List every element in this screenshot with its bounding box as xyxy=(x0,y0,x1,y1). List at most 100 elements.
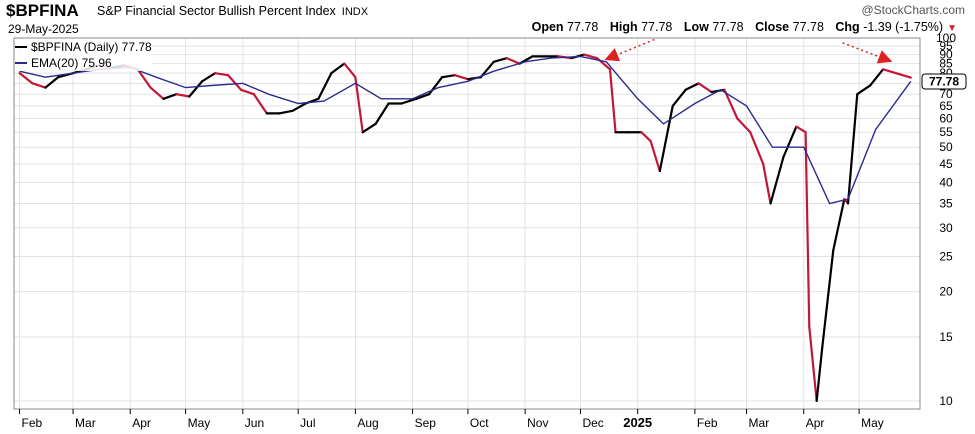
price-segment xyxy=(894,72,912,79)
x-tick-label: Jun xyxy=(245,416,264,430)
price-segment xyxy=(354,76,364,134)
index-description: S&P Financial Sector Bullish Percent Ind… xyxy=(97,4,336,18)
legend-swatch-price xyxy=(15,46,27,48)
price-segment xyxy=(832,197,846,252)
legend-item-price: $BPFINA (Daily) 77.78 xyxy=(15,39,152,55)
y-tick-label: 35 xyxy=(939,196,953,210)
chart-legend: $BPFINA (Daily) 77.78 EMA(20) 75.96 xyxy=(15,39,152,71)
last-value-badge xyxy=(921,73,967,90)
price-segment xyxy=(821,249,835,349)
chg-value: -1.39 (-1.75%) xyxy=(863,20,944,34)
price-segment xyxy=(583,53,599,60)
price-segment xyxy=(136,68,152,89)
low-value: 77.78 xyxy=(712,20,744,34)
y-tick-label: 65 xyxy=(939,99,953,113)
y-tick-label: 100 xyxy=(936,31,956,45)
x-tick-label: Feb xyxy=(697,416,718,430)
x-tick-label: Dec xyxy=(582,416,603,430)
price-segment xyxy=(31,82,47,89)
price-segment xyxy=(671,88,687,107)
price-segment xyxy=(149,86,165,100)
price-segment xyxy=(428,76,444,96)
ema-line xyxy=(19,55,912,205)
price-segment xyxy=(343,62,357,79)
source-credit: @StockCharts.com xyxy=(861,3,965,17)
x-tick-label: Aug xyxy=(357,416,378,430)
plot-border xyxy=(13,37,921,410)
x-axis-ticks: Feb Mar Apr May Jun Jul Aug Sep Oct Nov Dec 2025 Feb… xyxy=(19,409,884,430)
y-tick-label: 95 xyxy=(939,39,953,53)
plot-frame xyxy=(13,37,921,410)
price-segment xyxy=(239,88,255,96)
y-tick-label: 40 xyxy=(939,175,953,189)
annotation-arrow-head xyxy=(876,50,893,64)
price-segment xyxy=(804,131,811,328)
legend-label-price: $BPFINA (Daily) 77.78 xyxy=(31,40,152,54)
price-segment xyxy=(252,93,268,115)
y-tick-label: 70 xyxy=(939,87,953,101)
close-label: Close xyxy=(755,20,790,34)
price-segment xyxy=(749,131,765,165)
y-tick-label: 85 xyxy=(939,57,953,71)
x-tick-label: May xyxy=(188,416,211,430)
y-tick-label: 60 xyxy=(939,112,953,126)
price-segment xyxy=(201,72,217,83)
chg-label: Chg xyxy=(835,20,860,34)
y-tick-label: 25 xyxy=(939,249,953,263)
price-segment xyxy=(881,68,898,75)
symbol-title: $BPFINA xyxy=(6,1,79,20)
price-segment xyxy=(162,93,178,100)
legend-swatch-ema xyxy=(15,62,27,64)
ohlc-readout: Open 77.78 High 77.78 Low 77.78 Close 77… xyxy=(524,20,957,34)
price-segment xyxy=(815,346,824,403)
last-value-label: 77.78 xyxy=(929,75,959,89)
price-segment xyxy=(188,80,204,98)
price-segment xyxy=(782,125,798,159)
low-label: Low xyxy=(683,20,709,34)
price-segment xyxy=(697,82,713,94)
annotation-arrows xyxy=(604,38,893,64)
price-segment xyxy=(175,93,191,98)
price-segment xyxy=(684,82,700,91)
price-segment xyxy=(226,74,243,91)
y-tick-label: 45 xyxy=(939,157,953,171)
y-tick-label: 10 xyxy=(939,394,953,408)
ema-series xyxy=(19,55,912,205)
x-tick-label: Feb xyxy=(22,416,43,430)
triangle-down-icon: ▼ xyxy=(947,23,957,34)
x-tick-label: Sep xyxy=(415,416,437,430)
exchange-label: INDX xyxy=(341,6,369,18)
price-segment xyxy=(649,139,661,173)
close-value: 77.78 xyxy=(792,20,824,34)
price-segment xyxy=(723,88,739,120)
price-segment xyxy=(856,84,872,96)
price-segment xyxy=(808,325,818,403)
price-segment xyxy=(317,72,333,100)
y-tick-label: 55 xyxy=(939,125,953,139)
x-tick-label: Mar xyxy=(749,416,770,430)
price-segment xyxy=(400,97,418,105)
price-segment xyxy=(453,74,470,81)
price-segment xyxy=(505,57,521,65)
chart-date: 29-May-2025 xyxy=(8,22,79,36)
x-tick-label: Apr xyxy=(806,416,825,430)
x-tick-label: 2025 xyxy=(623,415,652,430)
open-label: Open xyxy=(531,20,564,34)
price-segment xyxy=(869,68,885,87)
price-segment xyxy=(736,117,752,134)
price-segment xyxy=(330,62,346,75)
price-segment xyxy=(492,57,508,63)
y-tick-label: 90 xyxy=(939,48,953,62)
price-series xyxy=(18,53,912,403)
y-tick-label: 30 xyxy=(939,221,953,235)
x-tick-label: Mar xyxy=(75,416,96,430)
y-tick-label: 50 xyxy=(939,140,953,154)
price-segment xyxy=(361,122,377,134)
grid-lines xyxy=(14,37,920,409)
price-segment xyxy=(278,109,294,115)
price-segment xyxy=(415,93,431,100)
y-tick-label: 20 xyxy=(939,285,953,299)
price-segment xyxy=(440,74,457,79)
x-tick-label: Apr xyxy=(132,416,151,430)
